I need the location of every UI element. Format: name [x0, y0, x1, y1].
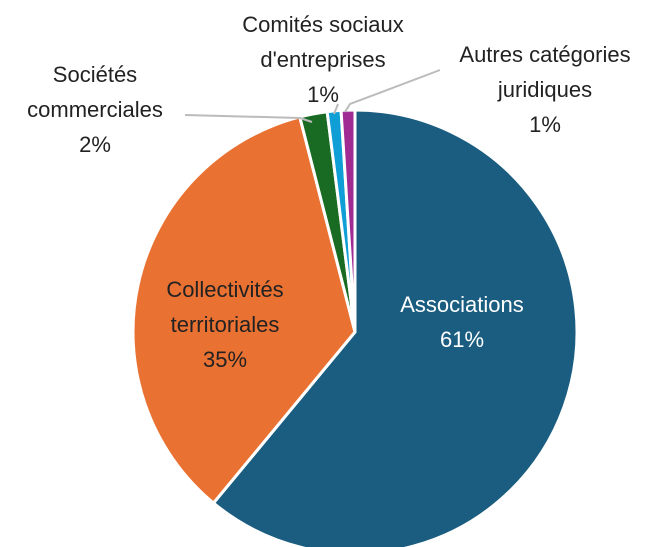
slice-label: Collectivités territoriales 35%	[145, 272, 305, 377]
slice-label: Autres catégories juridiques 1%	[440, 37, 650, 142]
category-name: Collectivités territoriales	[166, 277, 284, 337]
value-label: 1%	[307, 82, 339, 107]
value-label: 61%	[439, 327, 485, 352]
pie-slice	[211, 108, 579, 547]
slice-label: Sociétés commerciales 2%	[20, 57, 170, 162]
category-name: Comités sociaux d'entreprises	[242, 12, 404, 72]
category-name: Associations	[400, 292, 524, 317]
pie-slice	[339, 108, 357, 333]
slice-label: Associations 61%	[372, 287, 552, 357]
leader-line	[344, 69, 441, 113]
leader-line	[184, 114, 313, 123]
value-label: 2%	[79, 132, 111, 157]
value-label: 35%	[202, 347, 248, 372]
slice-label: Comités sociaux d'entreprises 1%	[228, 7, 418, 112]
pie-slice	[131, 115, 357, 506]
category-name: Sociétés commerciales	[27, 62, 163, 122]
category-name: Autres catégories juridiques	[459, 42, 631, 102]
leader-line	[333, 103, 339, 115]
value-label: 1%	[529, 112, 561, 137]
